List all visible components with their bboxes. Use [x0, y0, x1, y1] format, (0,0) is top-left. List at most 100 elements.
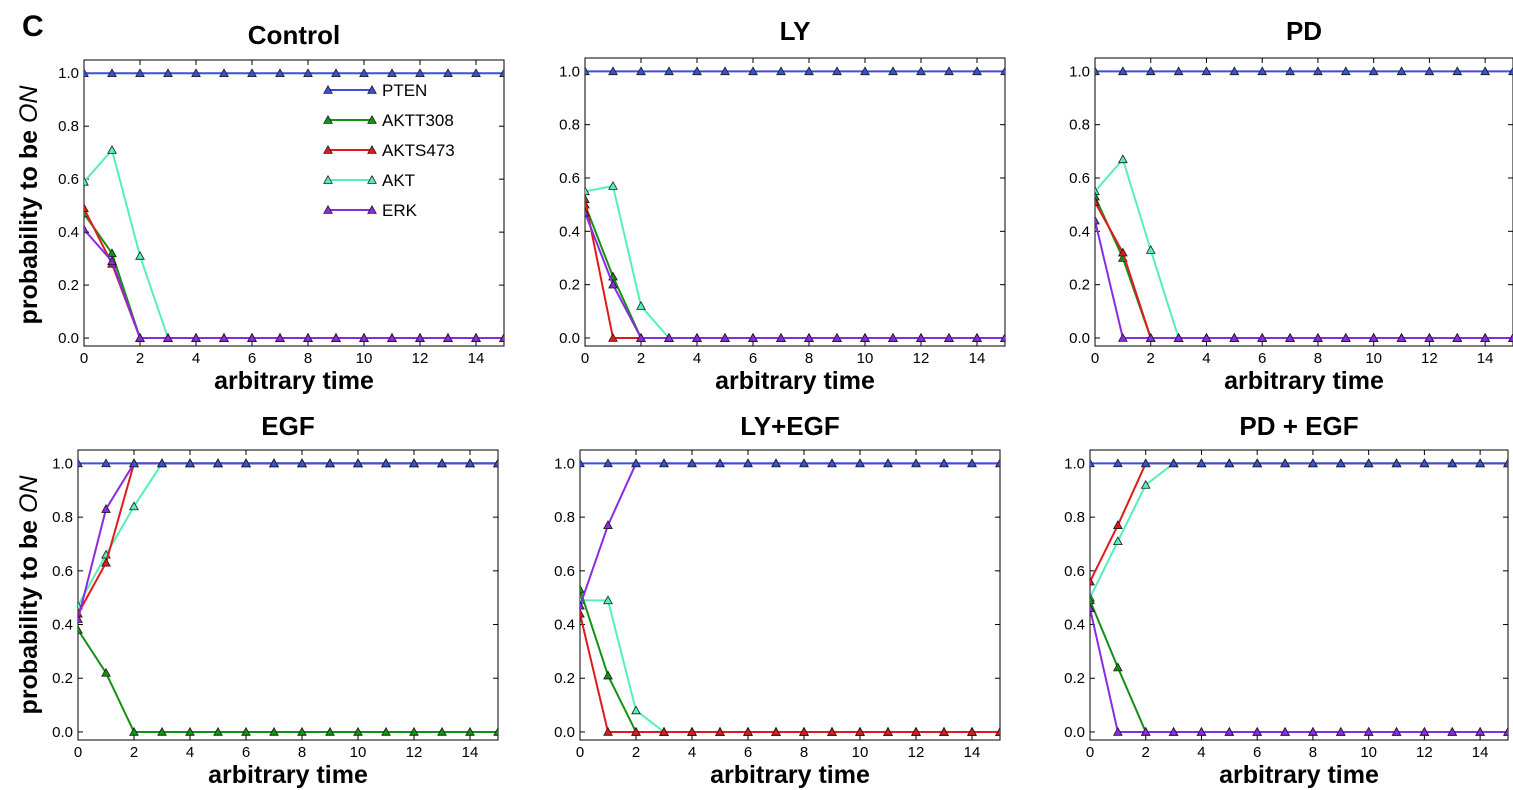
data-point-pten	[437, 458, 447, 468]
data-point-pten	[1396, 66, 1407, 76]
data-point-erk	[1224, 726, 1235, 736]
data-point-pten	[1480, 66, 1491, 76]
y-tick-label: 0.0	[559, 330, 580, 347]
data-point-pten	[911, 458, 921, 468]
data-point-pten	[331, 68, 341, 78]
data-point-pten	[1363, 458, 1374, 468]
x-tick-label: 8	[1309, 744, 1317, 761]
data-point-pten	[1313, 66, 1323, 76]
x-tick-label: 0	[576, 744, 584, 761]
data-point-pten	[692, 66, 702, 76]
x-tick-label: 12	[913, 350, 930, 367]
data-point-erk	[1503, 726, 1508, 736]
data-point-erk	[303, 333, 313, 342]
x-tick-label: 8	[805, 350, 813, 367]
data-point-akts473	[580, 608, 585, 618]
data-point-pten	[101, 458, 111, 468]
data-point-akts473	[743, 726, 753, 736]
data-point-pten	[1224, 458, 1235, 468]
chart-panel: LY+EGF arbitrary time 0 2 4 6 8 10 12 14 0.0 0.2 0.4…	[554, 411, 1001, 789]
x-tick-label: 6	[744, 744, 752, 761]
data-point-akts473	[687, 726, 697, 736]
legend-marker	[367, 114, 377, 124]
data-point-pten	[916, 66, 926, 76]
series-line-erk	[585, 212, 1005, 339]
series-line-aktt308	[1090, 599, 1508, 733]
data-point-akt	[107, 145, 117, 154]
y-tick-label: 0.6	[52, 563, 73, 580]
x-tick-label: 14	[468, 350, 485, 367]
series-line-akts473	[580, 613, 1000, 733]
data-point-pten	[1145, 66, 1156, 76]
chart-title: PD	[1286, 16, 1322, 46]
data-point-aktt308	[465, 726, 475, 736]
x-tick-label: 6	[1258, 350, 1266, 367]
panel-letter: C	[22, 10, 44, 43]
data-point-pten	[1368, 66, 1379, 76]
y-tick-label: 1.0	[1064, 455, 1085, 472]
x-tick-label: 10	[1360, 744, 1377, 761]
x-axis-label: arbitrary time	[1219, 761, 1379, 789]
data-point-pten	[213, 458, 223, 468]
data-point-pten	[855, 458, 865, 468]
data-point-pten	[1090, 458, 1095, 468]
data-point-pten	[359, 68, 369, 78]
data-point-erk	[860, 332, 870, 342]
x-tick-label: 6	[248, 350, 256, 367]
data-point-pten	[939, 458, 949, 468]
data-point-erk	[1145, 332, 1156, 342]
data-point-erk	[1280, 726, 1290, 736]
y-tick-label: 0.0	[1064, 724, 1085, 741]
x-tick-label: 8	[1314, 350, 1322, 367]
data-point-aktt308	[353, 726, 363, 736]
x-axis-label: arbitrary time	[710, 761, 870, 789]
data-point-erk	[101, 504, 111, 513]
x-tick-label: 6	[1253, 744, 1261, 761]
x-axis-label: arbitrary time	[1224, 367, 1384, 395]
x-tick-label: 4	[693, 350, 701, 367]
data-point-erk	[1308, 726, 1318, 736]
data-point-erk	[748, 332, 758, 342]
x-tick-label: 4	[1202, 350, 1210, 367]
data-point-aktt308	[1095, 191, 1100, 201]
data-point-pten	[972, 66, 982, 76]
data-point-pten	[608, 66, 618, 76]
x-tick-label: 6	[242, 744, 250, 761]
x-tick-label: 4	[1197, 744, 1205, 761]
data-point-pten	[748, 66, 758, 76]
y-tick-label: 0.4	[52, 617, 73, 634]
data-point-erk	[776, 332, 786, 342]
data-point-erk	[471, 333, 481, 342]
series-line-akt	[78, 462, 498, 607]
data-point-erk	[1313, 332, 1323, 342]
series-line-akts473	[84, 207, 504, 340]
data-point-erk	[135, 333, 145, 342]
x-tick-label: 4	[186, 744, 194, 761]
data-point-aktt308	[381, 726, 391, 736]
data-point-akts473	[715, 726, 725, 736]
data-point-akts473	[585, 194, 590, 204]
data-point-erk	[636, 332, 646, 342]
x-tick-label: 12	[412, 350, 429, 367]
data-point-aktt308	[325, 726, 335, 736]
data-point-pten	[275, 68, 285, 78]
legend-marker	[323, 174, 333, 184]
data-point-pten	[832, 66, 842, 76]
data-point-pten	[1095, 66, 1100, 76]
data-point-erk	[499, 333, 504, 342]
x-tick-label: 14	[462, 744, 479, 761]
legend-marker	[323, 84, 333, 94]
data-point-pten	[631, 458, 641, 468]
data-point-akts473	[911, 726, 921, 736]
data-point-erk	[275, 333, 285, 342]
legend-label: AKT	[382, 171, 415, 190]
series-line-erk	[78, 462, 498, 620]
series-line-erk	[580, 462, 1000, 607]
data-point-pten	[1419, 458, 1430, 468]
data-point-aktt308	[129, 726, 139, 736]
data-point-pten	[743, 458, 753, 468]
data-point-akts473	[659, 726, 669, 736]
y-tick-label: 0.4	[559, 223, 580, 240]
chart-panel: LY arbitrary time 0 2 4 6 8 10 12 14 0.0 0.2 0.4 0.6 0…	[559, 16, 1006, 395]
data-point-pten	[78, 458, 83, 468]
